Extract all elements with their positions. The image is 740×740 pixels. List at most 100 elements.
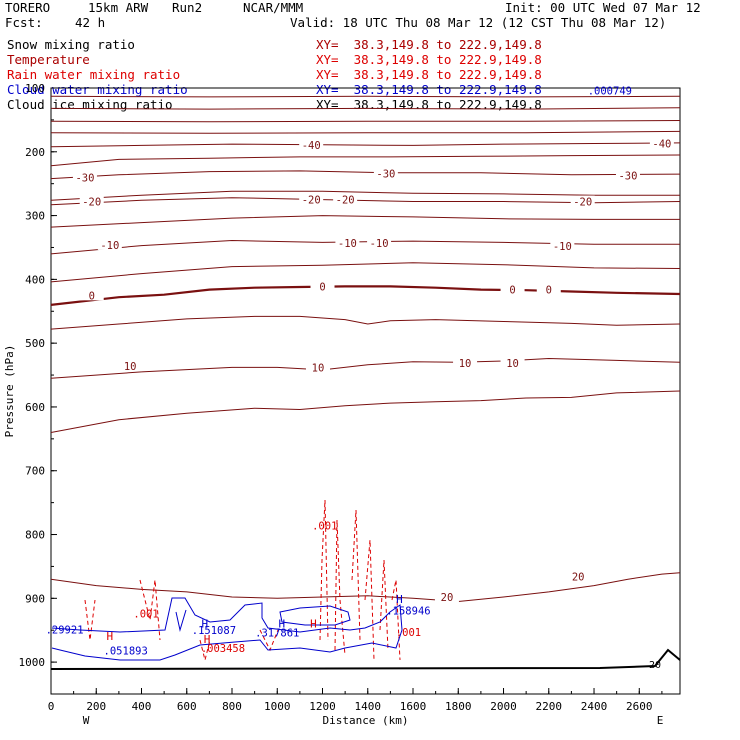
cloud-contour <box>175 605 351 632</box>
ground-line <box>50 648 681 670</box>
forecast-hours: 42 h <box>75 15 106 30</box>
x-tick-label: 200 <box>86 700 106 713</box>
contour-label: -40 <box>652 138 671 150</box>
y-axis-title: Pressure (hPa) <box>3 345 16 438</box>
contour-label-bg <box>305 361 330 373</box>
init-time: Init: 00 UTC Wed 07 Mar 12 <box>505 0 701 15</box>
contour-label-bg <box>373 167 398 179</box>
x-tick-label: 1000 <box>264 700 291 713</box>
high-marker: H <box>310 618 317 631</box>
contour-label: 10 <box>312 362 325 374</box>
y-tick-label: 300 <box>25 210 45 223</box>
high-marker: H <box>278 618 285 631</box>
cloud-contour <box>51 597 403 661</box>
data-label: .001 <box>312 520 337 532</box>
x-tick-label: 1200 <box>309 700 336 713</box>
high-marker: H <box>396 593 403 606</box>
field-name-rain: Rain water mixing ratio <box>7 67 181 82</box>
contour-label-bg <box>500 283 525 295</box>
x-tick-label: 0 <box>48 700 55 713</box>
contour-label-bg <box>367 237 392 249</box>
contour-label: 0 <box>89 290 95 302</box>
rain-water-contours <box>84 499 401 661</box>
contour-label-bg <box>299 193 324 205</box>
y-tick-label: 500 <box>25 337 45 350</box>
field-name-snow: Snow mixing ratio <box>7 37 135 52</box>
forecast-label: Fcst: <box>5 15 43 30</box>
model-name: TORERO <box>5 0 51 15</box>
x-tick-label: 1400 <box>355 700 382 713</box>
field-xy-rain: XY= 38.3,149.8 to 222.9,149.8 <box>316 67 542 82</box>
contour-label: 20 <box>441 592 454 604</box>
temperature-contour <box>50 130 681 134</box>
temperature-contour <box>50 107 681 110</box>
contour-label-bg <box>97 238 122 250</box>
contour-label: 10 <box>506 358 519 370</box>
data-label: .001 <box>396 627 421 639</box>
contour-label-bg <box>79 289 104 301</box>
contour-label-bg <box>550 240 575 252</box>
contour-label-bg <box>453 356 478 368</box>
cloud-water-contours <box>51 597 403 661</box>
high-marker: H <box>202 618 209 631</box>
x-tick-label: 2200 <box>536 700 563 713</box>
data-label: .051893 <box>104 645 148 657</box>
x-tick-label: 400 <box>132 700 152 713</box>
data-label: .001 <box>133 608 158 620</box>
temperature-contour <box>50 215 680 228</box>
temperature-contour <box>50 154 681 167</box>
data-label: .151087 <box>192 625 236 637</box>
x-tick-label: 2600 <box>626 700 653 713</box>
y-tick-label: 200 <box>25 146 45 159</box>
x-tick-label: 2400 <box>581 700 608 713</box>
field-xy-cloud-water: XY= 38.3,149.8 to 222.9,149.8 <box>316 82 542 97</box>
temperature-contour <box>50 315 681 330</box>
field-xy-temperature: XY= 38.3,149.8 to 222.9,149.8 <box>316 52 542 67</box>
contour-label: -20 <box>336 195 355 207</box>
y-tick-label: 600 <box>25 401 45 414</box>
contour-label-bg <box>299 138 324 150</box>
temperature-contour <box>50 239 680 255</box>
x-axis-title: Distance (km) <box>322 714 408 727</box>
y-tick-label: 800 <box>25 529 45 542</box>
contour-label-bg <box>566 570 591 582</box>
y-tick-label: 900 <box>25 592 45 605</box>
y-tick-label: 1000 <box>19 656 46 669</box>
contour-label-bg <box>333 193 358 205</box>
contour-label: -30 <box>376 168 395 180</box>
contour-label-bg <box>649 137 674 149</box>
contour-label: -20 <box>573 197 592 209</box>
field-name-temperature: Temperature <box>7 52 90 67</box>
data-label: .003458 <box>201 643 245 655</box>
temperature-contour <box>50 285 681 306</box>
contour-label: -10 <box>553 241 572 253</box>
temperature-contour <box>50 190 680 201</box>
temperature-contour <box>50 95 681 98</box>
high-marker: H <box>107 630 114 643</box>
x-tick-label: 1800 <box>445 700 472 713</box>
temperature-contour <box>50 357 681 379</box>
x-tick-label: 2000 <box>490 700 517 713</box>
rain-contour <box>319 499 401 661</box>
y-tick-label: 100 <box>25 82 45 95</box>
contour-label-bg <box>72 171 97 183</box>
contour-label-bg <box>500 356 525 368</box>
y-tick-label: 700 <box>25 465 45 478</box>
x-tick-label: 600 <box>177 700 197 713</box>
high-marker: H <box>204 633 211 646</box>
contour-label-bg <box>310 280 335 292</box>
contour-label: 0 <box>509 285 515 297</box>
temperature-contour <box>50 572 681 603</box>
data-label: .158946 <box>386 605 430 617</box>
temperature-contour <box>50 170 681 180</box>
data-label: .317861 <box>255 628 299 640</box>
temperature-contour <box>50 142 681 148</box>
contour-label: -30 <box>75 172 94 184</box>
contour-label: 20 <box>572 572 585 584</box>
contour-label-bg <box>79 195 104 207</box>
x-axis-west: W <box>83 714 90 727</box>
contour-label-bg <box>570 195 595 207</box>
surface-contour-label: 20 <box>649 660 661 671</box>
data-label: .000749 <box>588 85 632 97</box>
